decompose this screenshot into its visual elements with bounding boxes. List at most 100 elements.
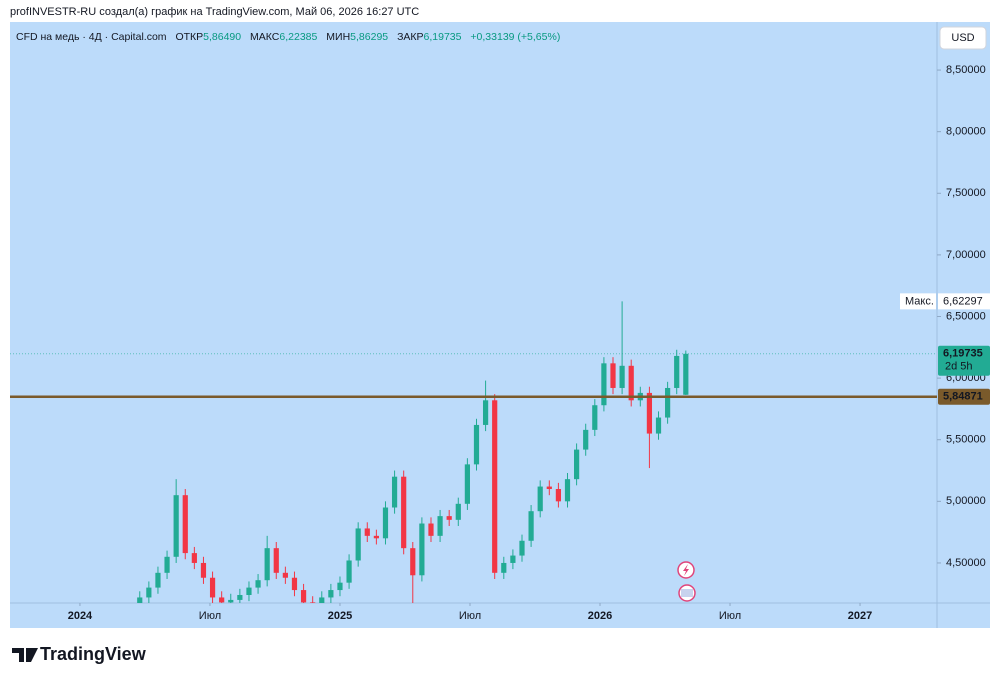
candle-body xyxy=(137,597,143,603)
candle-body xyxy=(228,599,234,603)
legend-label: ЗАКР xyxy=(397,31,423,43)
candle-body xyxy=(464,464,470,504)
countdown: 2d 5h xyxy=(945,361,973,373)
candle-body xyxy=(492,400,498,573)
candle-body xyxy=(592,405,598,430)
candle-body xyxy=(574,449,580,480)
legend-value: 5,86490 xyxy=(203,31,241,43)
candle-body xyxy=(237,594,243,600)
legend-value: 6,22385 xyxy=(279,31,317,43)
symbol: CFD на медь · 4Д · Capital.com xyxy=(16,31,167,43)
legend-label: МИН xyxy=(326,31,350,43)
candle-body xyxy=(610,363,616,388)
logo-text: TradingView xyxy=(40,644,147,664)
candle-body xyxy=(619,365,625,388)
logo-mark xyxy=(12,648,38,662)
candle-body xyxy=(501,562,507,573)
header: profINVESTR-RU создал(а) график на Tradi… xyxy=(10,6,419,18)
candle-body xyxy=(628,365,634,401)
y-tick-label: 4,50000 xyxy=(946,557,986,569)
candle-body xyxy=(337,582,343,591)
x-tick-label: 2024 xyxy=(68,610,93,622)
y-tick-label: 7,00000 xyxy=(946,249,986,261)
currency[interactable]: USD xyxy=(951,32,974,44)
candle-body xyxy=(655,417,662,434)
candle-body xyxy=(428,523,434,536)
legend-value: 6,19735 xyxy=(424,31,462,43)
legend-change: +0,33139 (+5,65%) xyxy=(470,31,560,43)
candle-body xyxy=(473,424,480,465)
candle-body xyxy=(665,387,671,418)
level-label: 5,84871 xyxy=(943,391,983,403)
flag-icon xyxy=(681,589,693,597)
candle-body xyxy=(346,560,352,583)
max-value: 6,62297 xyxy=(943,295,983,307)
y-tick-label: 8,50000 xyxy=(946,64,986,76)
candle-body xyxy=(182,495,188,554)
max-badge xyxy=(900,293,936,310)
legend-value: 5,86295 xyxy=(350,31,388,43)
candle-body xyxy=(264,548,270,581)
candle-body xyxy=(674,355,680,388)
legend-label: МАКС xyxy=(250,31,280,43)
x-tick-label: 2026 xyxy=(588,610,612,622)
candle-body xyxy=(401,476,407,549)
plot-area xyxy=(10,301,937,603)
candle-body xyxy=(219,597,225,603)
logo: TradingView xyxy=(12,644,147,664)
candle-body xyxy=(146,587,152,598)
last-price-label: 6,19735 xyxy=(943,348,983,360)
candle-body xyxy=(364,528,370,536)
y-tick-label: 5,50000 xyxy=(946,434,986,446)
candle-body xyxy=(419,523,425,576)
candle-body xyxy=(355,528,361,561)
candle-body xyxy=(319,597,325,603)
candle-body xyxy=(391,476,398,508)
y-tick-label: 7,50000 xyxy=(946,187,986,199)
candle-body xyxy=(646,392,653,434)
candle-body xyxy=(564,479,571,502)
x-tick-label: 2027 xyxy=(848,610,872,622)
candle-body xyxy=(446,516,452,520)
legend-label: ОТКР xyxy=(175,31,203,43)
candle-body xyxy=(601,363,607,406)
currency-button[interactable] xyxy=(939,26,987,50)
candle-body xyxy=(273,548,279,573)
event-icon-glyph xyxy=(683,564,689,576)
candle-body xyxy=(246,587,252,595)
candle-body xyxy=(583,429,589,450)
max-value-badge xyxy=(938,293,990,310)
x-tick-label: Июл xyxy=(199,610,221,622)
candle-body xyxy=(510,555,516,563)
candle-body xyxy=(191,553,197,563)
candle-body xyxy=(310,602,316,603)
candle-body xyxy=(173,495,179,557)
level-badge xyxy=(938,388,990,405)
candle-body xyxy=(528,511,534,541)
candle-body xyxy=(373,535,379,539)
candle-body xyxy=(482,400,489,425)
candle-body xyxy=(455,503,461,520)
x-tick-label: Июл xyxy=(459,610,481,622)
candle-body xyxy=(300,590,307,603)
y-tick-label: 8,00000 xyxy=(946,126,986,138)
candle-body xyxy=(164,556,170,573)
candle-body xyxy=(200,562,207,578)
candle-body xyxy=(537,486,543,512)
legend: CFD на медь · 4Д · Capital.com ОТКР5,864… xyxy=(16,31,560,43)
candle-body xyxy=(519,540,525,556)
candle-body xyxy=(683,353,689,395)
x-tick-label: Июл xyxy=(719,610,741,622)
candle-body xyxy=(209,577,216,598)
y-tick-label: 5,00000 xyxy=(946,495,986,507)
last-price-badge xyxy=(938,345,990,376)
candle-body xyxy=(410,548,416,576)
candle-body xyxy=(282,572,288,578)
max-text: Макс. xyxy=(905,295,934,307)
candle-body xyxy=(382,507,389,539)
candle-body xyxy=(291,577,298,591)
candle-body xyxy=(546,486,552,490)
candle-body xyxy=(255,580,261,588)
candle-body xyxy=(555,489,561,502)
x-tick-label: 2025 xyxy=(328,610,352,622)
